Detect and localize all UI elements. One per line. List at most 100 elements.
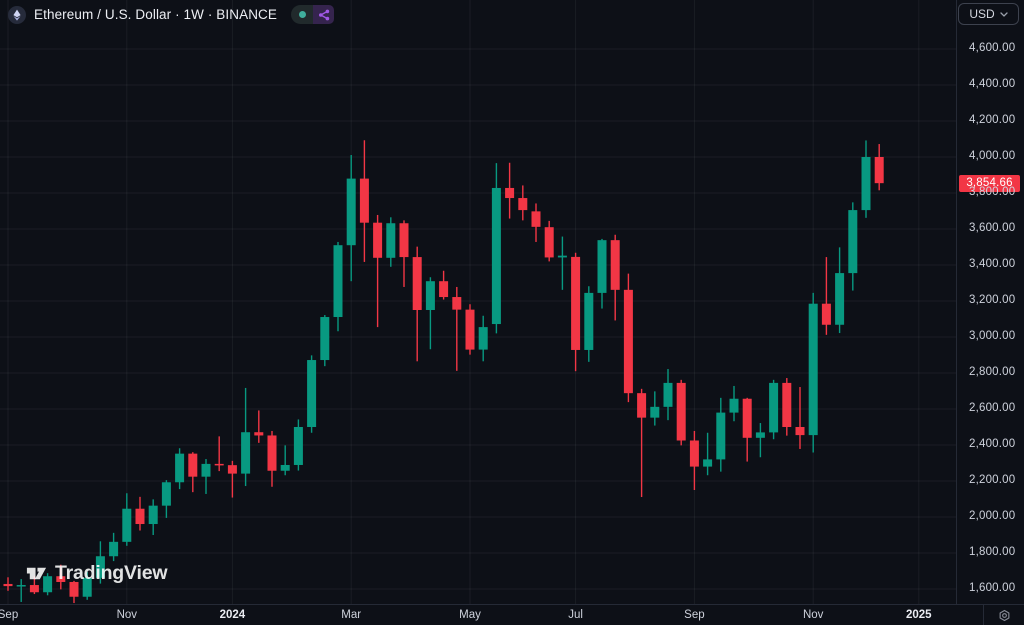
time-tick-month-label: Jul bbox=[568, 609, 583, 621]
candle-body bbox=[716, 412, 726, 460]
candle-body bbox=[307, 360, 317, 427]
candle-body bbox=[795, 427, 805, 436]
candle-body bbox=[491, 187, 501, 325]
candle-body bbox=[122, 508, 132, 542]
time-tick-month-label: May bbox=[459, 609, 481, 621]
share-network-icon bbox=[318, 9, 329, 20]
price-tick-label: 3,800.00 bbox=[969, 186, 1016, 198]
candle-body bbox=[293, 427, 303, 465]
price-scale[interactable]: 3,854.66 4,600.00 4,400.00 4,200.00 4,000.0… bbox=[956, 0, 1024, 604]
candle-body bbox=[676, 382, 686, 441]
candle-body bbox=[478, 327, 488, 350]
candle-body bbox=[56, 576, 66, 582]
price-tick-label: 2,400.00 bbox=[969, 438, 1016, 450]
candle-body bbox=[557, 255, 567, 258]
chevron-down-icon bbox=[1000, 11, 1008, 17]
candle-body bbox=[386, 223, 396, 258]
candle-body bbox=[95, 556, 105, 578]
candle-body bbox=[161, 482, 171, 506]
price-tick-label: 1,800.00 bbox=[969, 546, 1016, 558]
candle-body bbox=[835, 273, 845, 325]
candle-body bbox=[861, 157, 871, 211]
candle-body bbox=[531, 211, 541, 227]
candle-body bbox=[346, 178, 356, 246]
candle-body bbox=[663, 382, 673, 407]
candle-body bbox=[518, 198, 528, 211]
price-tick-label: 2,200.00 bbox=[969, 474, 1016, 486]
candle-body bbox=[241, 432, 251, 474]
time-scale[interactable]: Sep Nov 2024 Mar May Jul Sep Nov 2025 bbox=[0, 604, 983, 625]
candle-body bbox=[29, 585, 39, 593]
share-button[interactable] bbox=[313, 5, 335, 24]
price-tick-label: 4,400.00 bbox=[969, 78, 1016, 90]
last-price-badge: 3,854.66 bbox=[959, 174, 1020, 192]
candle-body bbox=[320, 317, 330, 361]
candle-body bbox=[359, 178, 369, 223]
candle-body bbox=[544, 227, 554, 258]
candle-body bbox=[175, 453, 185, 483]
candle-body bbox=[69, 581, 79, 597]
price-tick-label: 3,000.00 bbox=[969, 330, 1016, 342]
gear-icon bbox=[999, 609, 1009, 621]
price-tick-label: 2,600.00 bbox=[969, 402, 1016, 414]
price-tick-label: 3,200.00 bbox=[969, 294, 1016, 306]
candle-body bbox=[267, 435, 277, 471]
price-tick-label: 3,600.00 bbox=[969, 222, 1016, 234]
candle-body bbox=[3, 583, 13, 587]
candle-body bbox=[610, 240, 620, 290]
price-tick-label: 2,000.00 bbox=[969, 510, 1016, 522]
price-tick-label: 4,200.00 bbox=[969, 114, 1016, 126]
candle-body bbox=[373, 222, 383, 258]
candle-body bbox=[650, 406, 660, 418]
time-tick-month-label: Nov bbox=[802, 609, 824, 621]
symbol-header: Ethereum / U.S. Dollar · 1W · BINANCE bbox=[8, 5, 335, 24]
candle-body bbox=[16, 585, 26, 587]
candle-body bbox=[439, 281, 449, 298]
candle-body bbox=[412, 257, 422, 310]
candle-body bbox=[254, 432, 264, 436]
candle-body bbox=[43, 576, 53, 593]
time-tick-year-label: 2024 bbox=[219, 609, 246, 621]
price-tick-label: 1,600.00 bbox=[969, 582, 1016, 594]
live-status-button[interactable] bbox=[291, 5, 314, 24]
currency-label: USD bbox=[969, 7, 995, 21]
symbol-title[interactable]: Ethereum / U.S. Dollar · 1W · BINANCE bbox=[34, 7, 278, 22]
candle-body bbox=[623, 289, 633, 394]
candle-body bbox=[874, 157, 884, 184]
price-tick-label: 4,000.00 bbox=[969, 150, 1016, 162]
time-tick-month-label: Sep bbox=[0, 609, 19, 621]
candle-body bbox=[729, 398, 739, 413]
candle-body bbox=[452, 297, 462, 310]
live-status-dot-icon bbox=[298, 11, 306, 18]
time-tick-month-label: Mar bbox=[341, 609, 362, 621]
candle-body bbox=[201, 463, 211, 477]
candle-body bbox=[148, 505, 158, 525]
chart-plot-area[interactable] bbox=[0, 0, 956, 604]
candle-body bbox=[399, 223, 409, 258]
currency-selector-button[interactable]: USD bbox=[958, 3, 1019, 25]
candle-body bbox=[703, 459, 713, 467]
candle-body bbox=[280, 464, 290, 471]
candle-body bbox=[848, 210, 858, 274]
time-tick-year-label: 2025 bbox=[906, 609, 932, 621]
candle-body bbox=[214, 463, 224, 466]
candle-body bbox=[188, 453, 198, 477]
candle-body bbox=[505, 187, 515, 199]
price-tick-label: 3,400.00 bbox=[969, 258, 1016, 270]
candle-body bbox=[425, 281, 435, 310]
candle-body bbox=[465, 309, 475, 350]
price-tick-label: 4,600.00 bbox=[969, 42, 1016, 54]
candle-body bbox=[755, 432, 765, 438]
candle-body bbox=[808, 303, 818, 436]
candle-body bbox=[769, 382, 779, 433]
candle-body bbox=[597, 240, 607, 293]
candle-body bbox=[82, 577, 92, 597]
indicator-pill bbox=[291, 5, 335, 24]
candle-body bbox=[782, 382, 792, 427]
candle-body bbox=[689, 440, 699, 467]
candle-body bbox=[227, 465, 237, 474]
candle-body bbox=[821, 303, 831, 325]
candle-body bbox=[637, 393, 647, 418]
axis-settings-button[interactable] bbox=[983, 604, 1024, 625]
